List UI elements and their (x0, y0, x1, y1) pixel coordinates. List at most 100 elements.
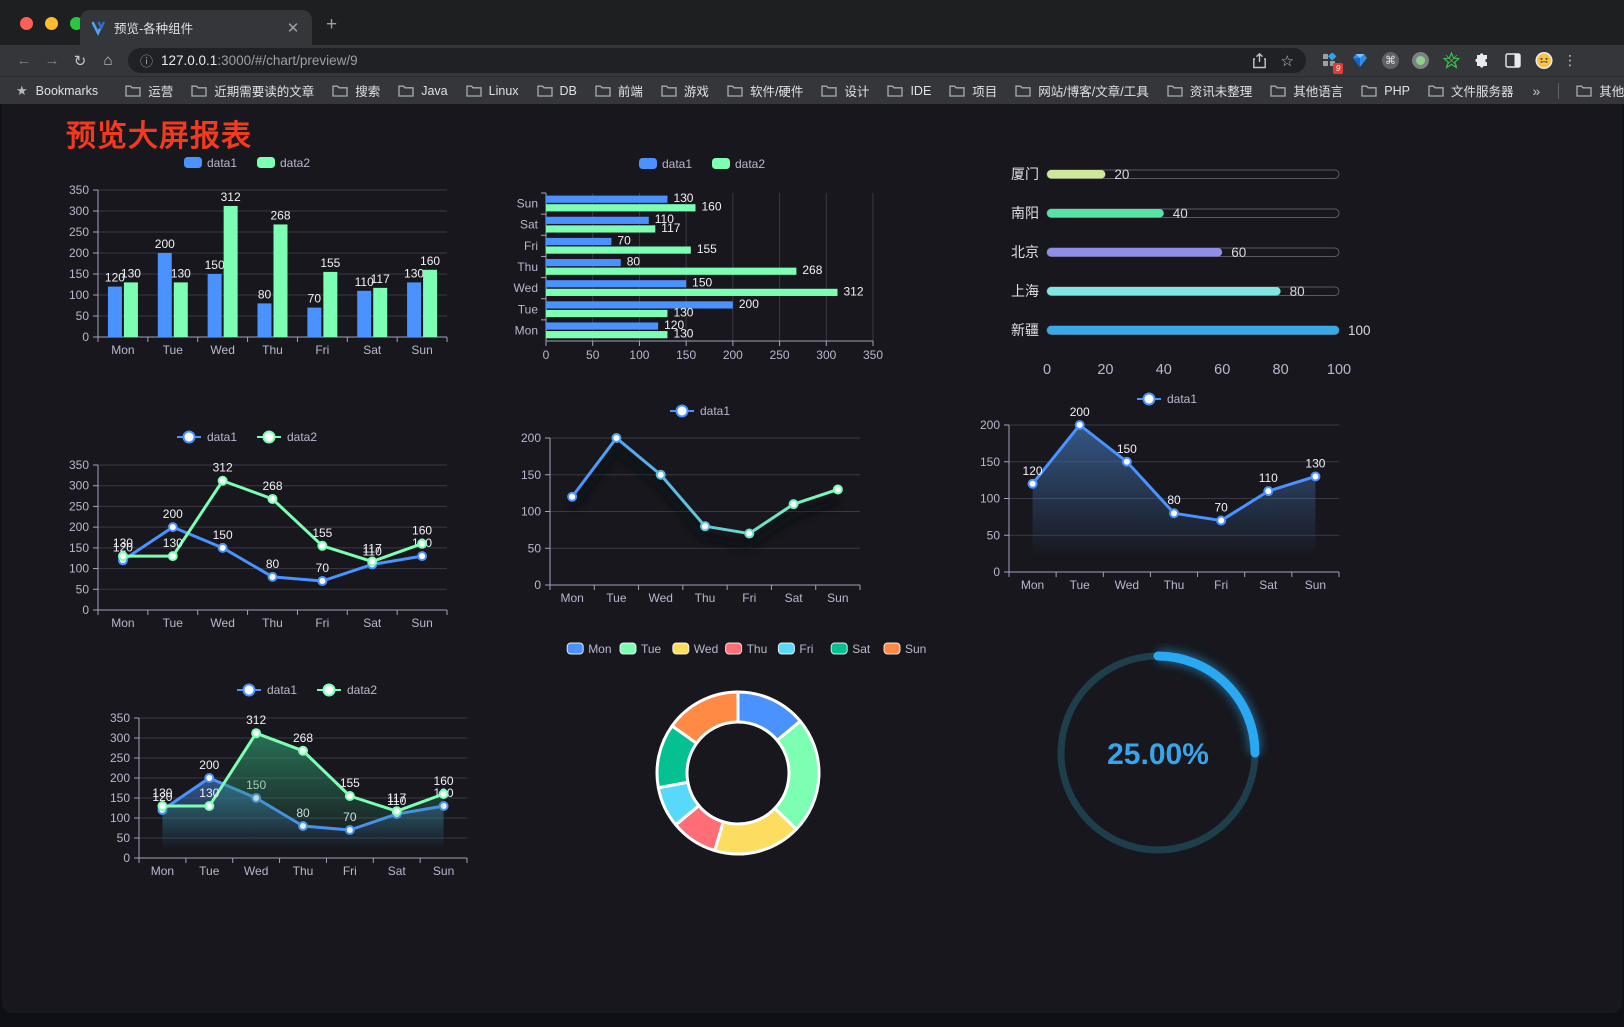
profile-avatar[interactable] (1535, 51, 1553, 70)
svg-text:data2: data2 (347, 683, 377, 697)
bookmark-folder[interactable]: 项目 (940, 81, 1006, 100)
chart-line-two-series[interactable]: data1 data2 0 50 100 150 200 250 300 350 Mon Tue Wed… (42, 420, 472, 635)
bookmark-folder[interactable]: PHP (1352, 84, 1419, 98)
svg-text:130: 130 (673, 305, 693, 319)
svg-text:312: 312 (213, 461, 233, 475)
svg-text:Tue: Tue (199, 864, 220, 878)
chart-line-gradient[interactable]: data1 0 50 100 150 200 Mon Tue Wed Thu Fri Sat Sun (500, 395, 920, 610)
extension-record-icon[interactable] (1412, 52, 1429, 69)
chart-bar-vertical[interactable]: data1 data2 0 50 100 150 200 250 300 350 Mon Tue Wed… (42, 145, 472, 370)
bookmark-folder[interactable]: 近期需要读的文章 (182, 81, 323, 100)
svg-text:110: 110 (1259, 471, 1278, 485)
bookmarks-label: Bookmarks (35, 83, 99, 98)
svg-text:130: 130 (199, 786, 219, 800)
extension-gem-icon[interactable] (1351, 52, 1369, 70)
svg-text:data2: data2 (287, 430, 317, 444)
chart-donut-pie[interactable]: Mon Tue Wed Thu Fri Sat Sun (547, 635, 957, 870)
bookmarks-overflow-button[interactable]: » (1532, 82, 1541, 99)
svg-text:350: 350 (110, 711, 130, 725)
bookmark-folder[interactable]: 前端 (586, 81, 652, 100)
bookmark-folder[interactable]: 资讯未整理 (1158, 81, 1262, 100)
svg-text:Thu: Thu (262, 616, 283, 630)
bookmark-star-icon[interactable]: ☆ (1280, 52, 1294, 70)
svg-text:Thu: Thu (517, 260, 538, 274)
window-close-button[interactable] (20, 17, 33, 30)
svg-text:117: 117 (371, 272, 390, 286)
svg-text:Tue: Tue (641, 642, 662, 656)
new-tab-button[interactable]: + (326, 14, 338, 35)
svg-text:110: 110 (655, 212, 674, 226)
svg-text:上海: 上海 (1011, 283, 1039, 299)
bookmark-folder[interactable]: 软件/硬件 (718, 81, 812, 100)
bookmark-folder[interactable]: 游戏 (652, 81, 718, 100)
svg-text:130: 130 (163, 536, 183, 550)
site-info-icon[interactable]: ⓘ (140, 54, 154, 69)
window-minimize-button[interactable] (45, 17, 58, 30)
chart-progress-bars[interactable]: 厦门 20 南阳 40 北京 60 上海 80 新疆 100 0 20 40 60 80 100 (987, 150, 1397, 385)
svg-text:50: 50 (76, 309, 90, 323)
svg-text:200: 200 (1070, 405, 1090, 419)
svg-text:200: 200 (163, 507, 183, 521)
svg-text:Thu: Thu (1164, 578, 1185, 592)
svg-text:350: 350 (863, 348, 883, 362)
other-bookmarks-folder[interactable]: 其他书签 (1567, 81, 1624, 100)
svg-text:0: 0 (543, 348, 550, 362)
back-button[interactable]: ← (16, 52, 32, 69)
bookmark-folder[interactable]: 网站/博客/文章/工具 (1006, 81, 1157, 100)
browser-titlebar: 预览-各种组件 ✕ + (0, 0, 1624, 45)
sidebar-toggle-icon[interactable] (1504, 52, 1522, 70)
svg-text:50: 50 (528, 541, 542, 555)
chart-area-two-series[interactable]: data1 data2 0 50 100 150 200 250 300 350 Mon Tue Wed… (102, 668, 532, 888)
home-button[interactable]: ⌂ (103, 52, 113, 69)
svg-text:Mon: Mon (588, 642, 611, 656)
svg-text:150: 150 (69, 541, 89, 555)
extension-grid-icon[interactable]: 9 (1320, 52, 1343, 74)
svg-text:Thu: Thu (747, 642, 768, 656)
share-icon[interactable] (1252, 52, 1267, 69)
svg-text:Sun: Sun (905, 642, 926, 656)
bookmarks-folders: 运营 近期需要读的文章 搜索 Java Linux DB 前端 游戏 软件/硬件 设计 IDE 项目网… (116, 81, 1522, 100)
bookmark-folder[interactable]: 搜索 (323, 81, 389, 100)
reload-button[interactable]: ↻ (73, 52, 87, 70)
svg-text:0: 0 (534, 578, 541, 592)
svg-text:80: 80 (1273, 362, 1289, 378)
svg-text:Wed: Wed (514, 281, 538, 295)
svg-text:Sun: Sun (1305, 578, 1326, 592)
svg-text:200: 200 (155, 237, 175, 251)
bookmark-folder[interactable]: 运营 (116, 81, 182, 100)
svg-text:200: 200 (199, 758, 219, 772)
tab-close-icon[interactable]: ✕ (286, 19, 300, 37)
svg-text:130: 130 (673, 327, 693, 341)
svg-text:268: 268 (802, 263, 822, 277)
svg-text:160: 160 (420, 254, 440, 268)
chart-bar-horizontal[interactable]: data1 data2 0 50 100 150 200 250 300 350 Mon Tue Wed… (502, 148, 922, 366)
bookmark-folder[interactable]: 文件服务器 (1419, 81, 1523, 100)
address-bar[interactable]: ⓘ 127.0.0.1:3000/#/chart/preview/9 ☆ (128, 48, 1306, 73)
extension-command-icon[interactable]: ⌘ (1382, 52, 1399, 69)
svg-text:155: 155 (312, 526, 332, 540)
extensions-row: 9 ⌘ (1320, 51, 1553, 74)
bookmark-folder[interactable]: Java (389, 84, 456, 98)
bookmark-folder[interactable]: IDE (878, 84, 940, 98)
page-title: 预览大屏报表 (66, 120, 252, 153)
bookmark-folder[interactable]: Linux (457, 84, 528, 98)
svg-text:300: 300 (110, 731, 130, 745)
window-zoom-button[interactable] (70, 17, 83, 30)
extension-star-icon[interactable] (1442, 52, 1460, 70)
bookmark-folder[interactable]: 其他语言 (1261, 81, 1352, 100)
svg-text:200: 200 (980, 418, 1000, 432)
browser-tab[interactable]: 预览-各种组件 ✕ (80, 10, 312, 45)
extensions-puzzle-icon[interactable] (1473, 52, 1491, 70)
svg-text:0: 0 (82, 330, 89, 344)
svg-text:Sat: Sat (363, 343, 382, 357)
svg-text:Wed: Wed (694, 642, 718, 656)
bookmark-folder[interactable]: 设计 (812, 81, 878, 100)
svg-text:Wed: Wed (1115, 578, 1139, 592)
bookmark-folder[interactable]: DB (528, 84, 586, 98)
chart-gauge-progress[interactable]: 25.00% (1042, 643, 1277, 868)
svg-text:20: 20 (1097, 362, 1113, 378)
chart-area-single[interactable]: data1 0 50 100 150 200 Mon Tue Wed Thu Fri Sat Sun 12… (967, 388, 1387, 598)
menu-kebab-icon[interactable]: ⋮ (1563, 52, 1577, 68)
forward-button[interactable]: → (44, 52, 60, 69)
svg-text:厦门: 厦门 (1011, 166, 1039, 182)
